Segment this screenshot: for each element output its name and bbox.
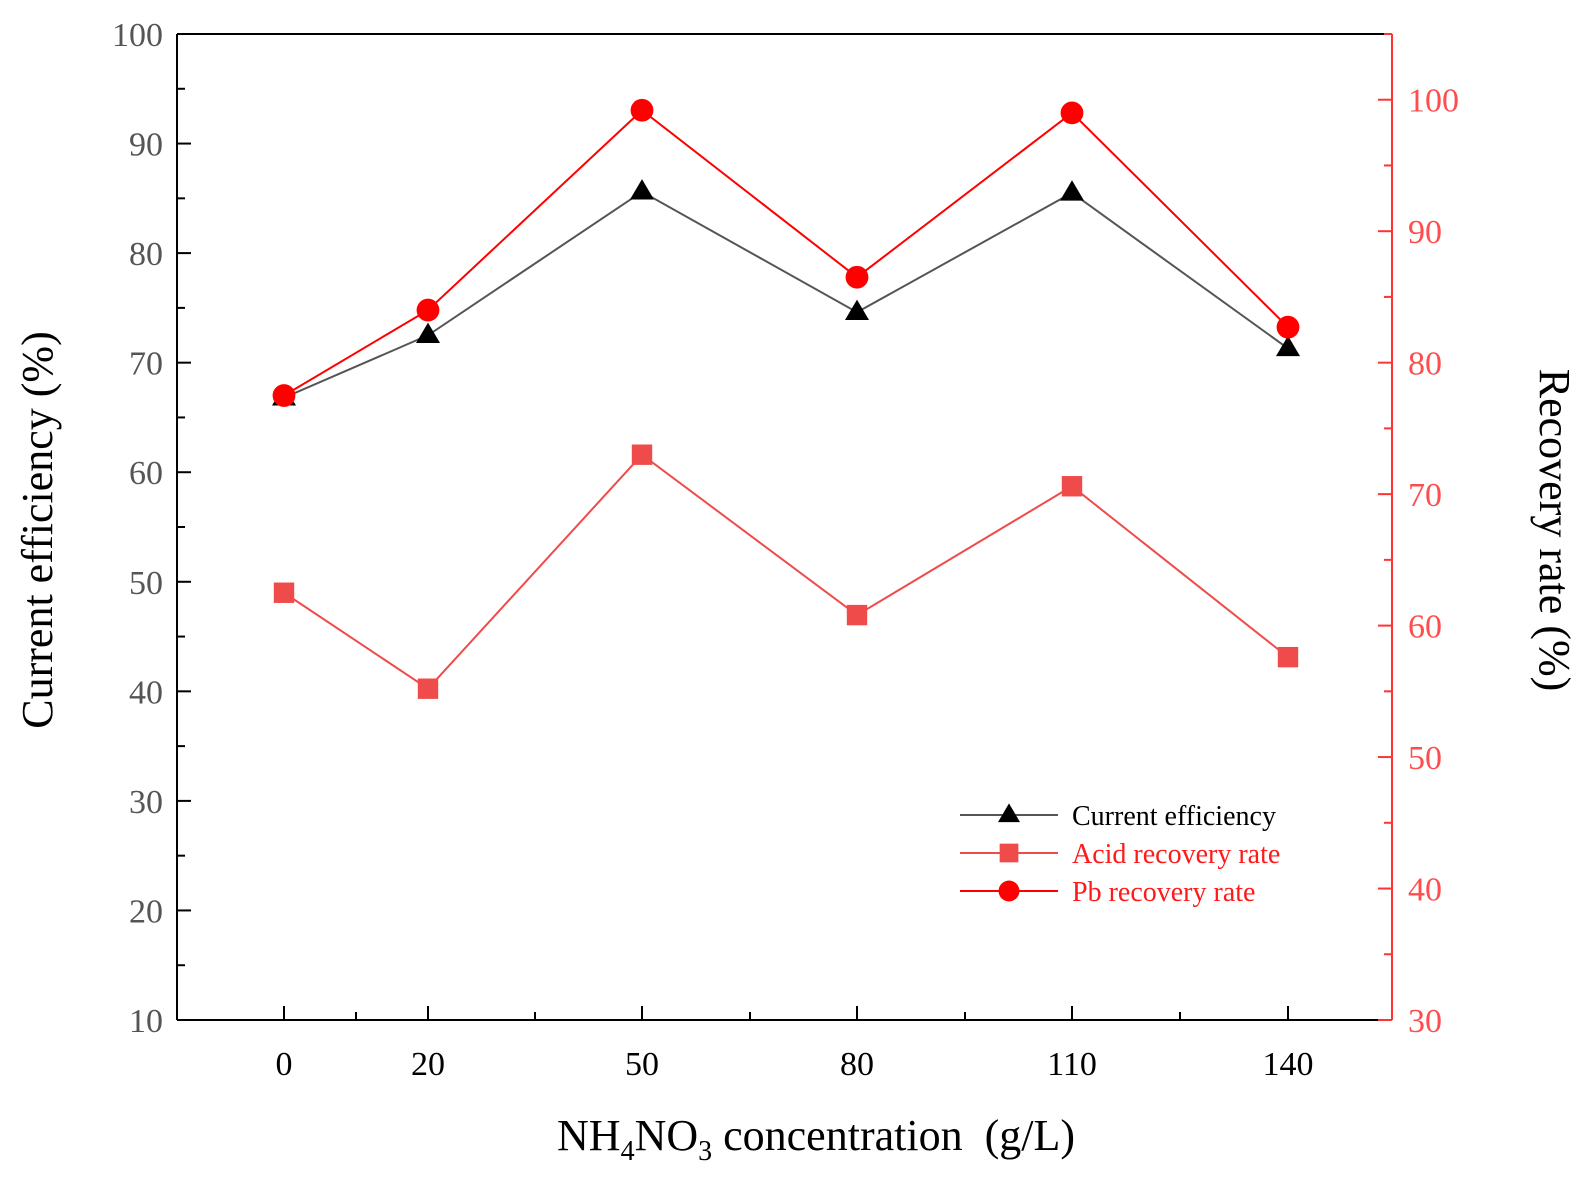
x-axis-label: NH4NO3 concentration (g/L) xyxy=(557,1111,1075,1167)
y-right-tick-label: 40 xyxy=(1408,872,1442,909)
series-group xyxy=(272,98,1300,699)
current-efficiency-point xyxy=(1276,335,1300,357)
current-efficiency-point xyxy=(416,322,440,344)
x-tick-label: 20 xyxy=(411,1046,445,1083)
pb-recovery-rate-point xyxy=(416,298,440,322)
legend-marker-acid-recovery-rate xyxy=(999,843,1019,863)
y-right-tick-label: 80 xyxy=(1408,346,1442,383)
legend-label-pb-recovery-rate: Pb recovery rate xyxy=(1072,877,1255,908)
y-left-tick-label: 90 xyxy=(129,127,163,164)
acid-recovery-rate-point xyxy=(1061,476,1083,497)
legend-marker-current-efficiency xyxy=(998,803,1020,823)
pb-recovery-rate-point xyxy=(1276,315,1300,339)
x-tick-label: 110 xyxy=(1047,1046,1097,1083)
legend-label-current-efficiency: Current efficiency xyxy=(1072,801,1276,832)
acid-recovery-rate-line xyxy=(283,453,1289,691)
x-tick-label: 140 xyxy=(1263,1046,1314,1083)
pb-recovery-rate-point xyxy=(272,384,296,407)
x-tick-label: 0 xyxy=(276,1046,293,1083)
legend-marker-pb-recovery-rate xyxy=(998,880,1020,902)
y-left-tick-label: 40 xyxy=(129,674,163,711)
acid-recovery-rate-point xyxy=(631,444,653,465)
y-right-tick-label: 90 xyxy=(1408,214,1442,251)
y-right-tick-label: 60 xyxy=(1408,609,1442,646)
y-left-tick-label: 70 xyxy=(129,346,163,383)
x-axis-label-sub1: 4 xyxy=(621,1136,635,1167)
y-left-tick-label: 30 xyxy=(129,784,163,821)
legend: Current efficiency Acid recovery rate Pb r… xyxy=(960,801,1280,908)
x-axis-label-suffix: concentration (g/L) xyxy=(712,1111,1075,1160)
pb-recovery-rate-point xyxy=(845,265,869,289)
y-left-tick-label: 80 xyxy=(129,236,163,273)
y-right-tick-label: 50 xyxy=(1408,740,1442,777)
acid-recovery-rate-point xyxy=(846,604,868,626)
pb-recovery-rate-point xyxy=(1060,101,1084,125)
acid-recovery-rate-point xyxy=(1277,646,1299,668)
acid-recovery-rate-point xyxy=(417,678,439,699)
current-efficiency-point xyxy=(845,299,869,321)
current-efficiency-point xyxy=(1060,180,1084,201)
current-efficiency-line xyxy=(283,190,1289,399)
x-tick-label: 80 xyxy=(840,1046,874,1083)
plot-frame-group: 10 20 30 40 50 60 70 80 90 100 30 40 50 60 70 80 90 100 0 2… xyxy=(112,17,1459,1083)
y-left-tick-label: 100 xyxy=(112,17,163,54)
y-right-tick-label: 100 xyxy=(1408,83,1459,120)
x-axis-label-sub2: 3 xyxy=(698,1136,712,1167)
x-axis-label-mid: NO xyxy=(635,1111,699,1160)
legend-label-acid-recovery-rate: Acid recovery rate xyxy=(1072,839,1280,870)
y-right-tick-label: 70 xyxy=(1408,477,1442,514)
y-left-tick-label: 20 xyxy=(129,893,163,930)
y-left-tick-label: 10 xyxy=(129,1003,163,1040)
y-left-tick-label: 60 xyxy=(129,455,163,492)
y-axis-right-label: Recovery rate (%) xyxy=(1530,369,1579,691)
pb-recovery-rate-line xyxy=(283,108,1289,397)
x-tick-label: 50 xyxy=(625,1046,659,1083)
current-efficiency-point xyxy=(630,179,654,200)
y-axis-left-label: Current efficiency (%) xyxy=(13,331,62,728)
y-left-tick-label: 50 xyxy=(129,565,163,602)
acid-recovery-rate-point xyxy=(273,582,295,603)
y-right-tick-label: 30 xyxy=(1408,1003,1442,1040)
x-axis-label-prefix: NH xyxy=(557,1111,621,1160)
pb-recovery-rate-point xyxy=(630,98,654,122)
